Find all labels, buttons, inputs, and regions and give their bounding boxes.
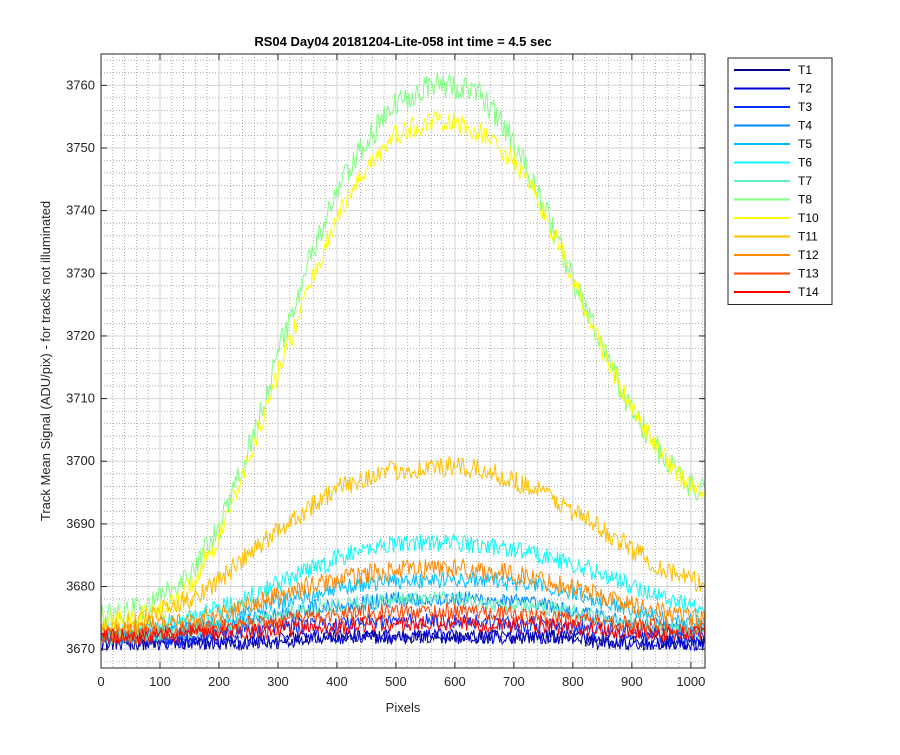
x-tick-label: 200 — [208, 674, 230, 689]
y-tick-label: 3730 — [66, 265, 95, 280]
chart-title: RS04 Day04 20181204-Lite-058 int time = … — [254, 34, 551, 49]
x-tick-label: 300 — [267, 674, 289, 689]
x-tick-label: 400 — [326, 674, 348, 689]
y-tick-label: 3700 — [66, 453, 95, 468]
series-line-t8 — [101, 72, 705, 630]
series-line-t12 — [101, 557, 705, 641]
x-tick-label: 900 — [621, 674, 643, 689]
y-tick-label: 3680 — [66, 579, 95, 594]
legend-label-t5: T5 — [798, 137, 812, 151]
x-tick-label: 700 — [503, 674, 525, 689]
legend-label-t13: T13 — [798, 267, 819, 281]
x-tick-label: 1000 — [676, 674, 705, 689]
legend-label-t8: T8 — [798, 193, 812, 207]
y-tick-label: 3740 — [66, 203, 95, 218]
y-axis-label: Track Mean Signal (ADU/pix) - for tracks… — [38, 201, 53, 521]
grid — [100, 54, 705, 668]
legend-label-t3: T3 — [798, 100, 812, 114]
x-axis-label: Pixels — [386, 700, 421, 715]
legend-label-t11: T11 — [798, 230, 818, 244]
legend: T1 T2 T3 T4 T5 T6 T7 T8 T10 T11 T12 T13 T14 — [727, 57, 833, 305]
y-tick-label: 3720 — [66, 328, 95, 343]
series-line-t7 — [101, 589, 705, 645]
x-tick-label: 0 — [97, 674, 104, 689]
y-tick-label: 3750 — [66, 140, 95, 155]
y-tick-label: 3670 — [66, 641, 95, 656]
legend-label-t4: T4 — [798, 119, 812, 133]
legend-label-t14: T14 — [798, 285, 819, 299]
series-line-t10 — [101, 110, 705, 633]
y-tick-label: 3760 — [66, 77, 95, 92]
legend-label-t10: T10 — [798, 211, 819, 225]
series-line-t13 — [101, 602, 705, 645]
x-tick-label: 600 — [444, 674, 466, 689]
y-tick-label: 3690 — [66, 516, 95, 531]
series-line-t14 — [101, 614, 705, 645]
x-tick-label: 500 — [385, 674, 407, 689]
ticks: 0 100 200 300 400 500 600 700 800 900 1000 3670 3680… — [66, 54, 705, 689]
legend-label-t1: T1 — [798, 63, 812, 77]
legend-label-t6: T6 — [798, 156, 812, 170]
series-line-t6 — [101, 533, 705, 640]
axes-box — [100, 53, 706, 669]
series-layer — [101, 72, 705, 652]
x-tick-label: 800 — [562, 674, 584, 689]
legend-label-t12: T12 — [798, 248, 819, 262]
legend-label-t7: T7 — [798, 174, 812, 188]
x-tick-label: 100 — [149, 674, 171, 689]
series-line-t11 — [101, 455, 705, 638]
legend-label-t2: T2 — [798, 82, 812, 96]
y-tick-label: 3710 — [66, 391, 95, 406]
